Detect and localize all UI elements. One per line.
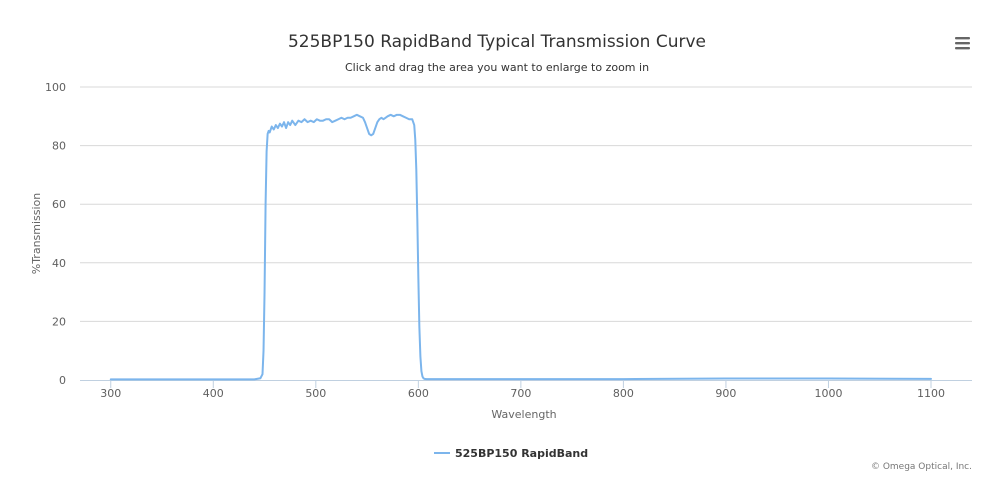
chart-subtitle: Click and drag the area you want to enla… xyxy=(345,61,649,74)
legend-series-label[interactable]: 525BP150 RapidBand xyxy=(455,447,588,460)
legend[interactable]: 525BP150 RapidBand xyxy=(434,447,588,460)
y-tick-label-0: 0 xyxy=(59,374,66,387)
x-tick-label-400: 400 xyxy=(203,387,224,400)
x-tick-label-800: 800 xyxy=(613,387,634,400)
x-tick-label-500: 500 xyxy=(305,387,326,400)
y-tick-label-100: 100 xyxy=(45,81,66,94)
x-tick-label-600: 600 xyxy=(408,387,429,400)
x-axis-ticks: 300 400 500 600 700 800 900 1000 1100 xyxy=(100,380,945,400)
x-tick-label-300: 300 xyxy=(100,387,121,400)
grid-lines xyxy=(80,86,972,322)
y-axis-ticks: 0 20 40 60 80 100 xyxy=(45,81,66,387)
chart-title: 525BP150 RapidBand Typical Transmission … xyxy=(288,32,706,52)
x-tick-label-900: 900 xyxy=(715,387,736,400)
y-tick-label-40: 40 xyxy=(52,257,66,270)
x-axis-title: Wavelength xyxy=(491,408,556,421)
hamburger-menu-icon xyxy=(955,37,970,50)
y-axis-title: %Transmission xyxy=(30,193,43,275)
y-tick-label-20: 20 xyxy=(52,315,66,328)
y-tick-label-80: 80 xyxy=(52,140,66,153)
menu-icon-bar-bottom xyxy=(955,47,970,50)
x-tick-label-700: 700 xyxy=(510,387,531,400)
series-group xyxy=(109,113,932,381)
y-tick-label-60: 60 xyxy=(52,198,66,211)
menu-icon-bar-top xyxy=(955,37,970,40)
x-tick-label-1100: 1100 xyxy=(917,387,945,400)
hamburger-menu-button[interactable] xyxy=(950,32,974,54)
series-line-0[interactable] xyxy=(109,113,932,381)
menu-icon-bar-middle xyxy=(955,42,970,45)
x-tick-label-1000: 1000 xyxy=(814,387,842,400)
credit-label[interactable]: © Omega Optical, Inc. xyxy=(871,462,972,472)
